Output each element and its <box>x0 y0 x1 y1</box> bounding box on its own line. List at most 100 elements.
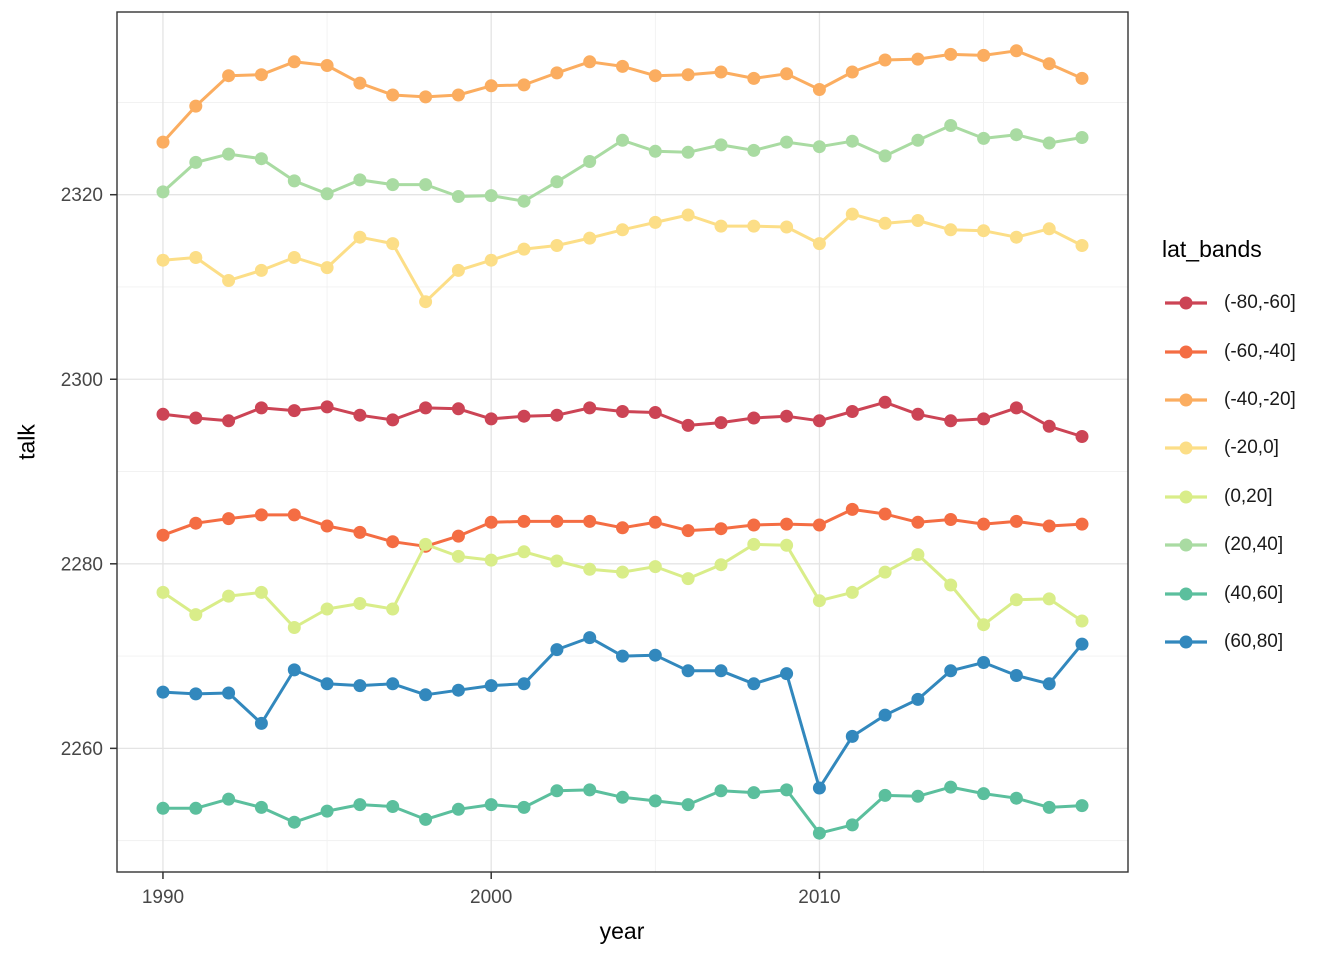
data-point <box>353 597 367 610</box>
legend-key-icon <box>1165 393 1207 407</box>
data-point <box>878 788 892 802</box>
data-point <box>911 515 925 529</box>
data-point <box>189 99 203 113</box>
data-point <box>419 90 433 104</box>
data-point <box>353 230 367 244</box>
data-point <box>287 508 301 522</box>
data-point <box>386 800 400 813</box>
data-point <box>484 553 498 567</box>
data-point <box>419 401 433 415</box>
axis-tick-labels: 1990 2000 2010 2260 2280 2300 2320 <box>61 185 841 908</box>
data-point <box>977 48 991 62</box>
data-point <box>944 513 958 526</box>
data-point <box>648 144 662 158</box>
data-point <box>845 818 859 832</box>
legend-item-label: (-80,-60] <box>1224 292 1296 314</box>
data-point <box>812 237 826 251</box>
data-point <box>1075 517 1089 531</box>
data-point <box>222 274 236 287</box>
data-point <box>254 585 268 599</box>
data-point <box>386 88 400 102</box>
data-point <box>845 502 859 516</box>
data-point <box>878 149 892 163</box>
data-point <box>845 585 859 599</box>
data-point <box>287 621 301 634</box>
data-point <box>353 525 367 539</box>
data-point <box>648 648 662 662</box>
data-point <box>1009 514 1023 528</box>
data-point <box>583 401 597 415</box>
data-point <box>353 408 367 422</box>
data-point <box>222 147 236 161</box>
legend-item-label: (20,40] <box>1224 534 1284 556</box>
data-point <box>780 67 794 81</box>
data-point <box>845 65 859 79</box>
data-point <box>648 69 662 83</box>
data-point <box>714 219 728 233</box>
data-point <box>944 578 958 592</box>
data-point <box>419 812 433 826</box>
data-point <box>681 418 695 432</box>
data-point <box>583 631 597 645</box>
legend-item: (-80,-60] <box>1158 279 1296 327</box>
data-point <box>911 407 925 421</box>
data-point <box>550 784 564 798</box>
data-point <box>353 679 367 693</box>
data-point <box>747 677 761 691</box>
data-point <box>878 395 892 409</box>
legend-key-point <box>1179 345 1193 359</box>
data-point <box>681 68 695 82</box>
data-point <box>189 251 203 264</box>
data-point <box>648 215 662 229</box>
data-point <box>386 602 400 616</box>
data-point <box>845 405 859 418</box>
data-point <box>878 53 892 67</box>
data-point <box>451 402 465 416</box>
legend-key-point <box>1179 490 1193 504</box>
data-point <box>747 71 761 85</box>
y-tick-label: 2260 <box>61 739 103 760</box>
data-point <box>714 65 728 79</box>
data-point <box>878 507 892 521</box>
data-point <box>977 787 991 801</box>
data-point <box>189 516 203 530</box>
data-point <box>681 145 695 159</box>
data-point <box>287 55 301 69</box>
data-point <box>714 784 728 798</box>
data-point <box>977 618 991 632</box>
data-point <box>517 677 531 691</box>
data-point <box>1042 592 1056 606</box>
data-point <box>616 649 629 663</box>
data-point <box>320 400 334 414</box>
data-point <box>878 708 892 722</box>
legend-item: (-40,-20] <box>1158 376 1296 424</box>
data-point <box>254 508 268 522</box>
series-layer <box>156 44 1089 840</box>
legend-key-icon <box>1165 587 1207 601</box>
data-point <box>780 783 794 797</box>
data-point <box>451 263 465 277</box>
series-(60,80] <box>156 631 1089 795</box>
data-point <box>484 679 498 693</box>
data-point <box>977 656 991 669</box>
series-(-60,-40] <box>156 502 1089 553</box>
data-point <box>944 414 958 428</box>
y-tick-label: 2300 <box>61 370 103 391</box>
legend-key-point <box>1179 635 1193 649</box>
data-point <box>681 208 695 222</box>
data-point <box>1042 222 1056 236</box>
data-point <box>977 224 991 238</box>
data-point <box>812 826 826 840</box>
legend-item: (20,40] <box>1158 521 1296 569</box>
data-point <box>189 411 203 425</box>
x-tick-label: 2000 <box>470 887 512 908</box>
data-point <box>189 801 203 815</box>
data-point <box>156 585 170 599</box>
legend-item: (-20,0] <box>1158 424 1296 472</box>
data-point <box>386 535 400 549</box>
data-point <box>353 76 367 90</box>
data-point <box>878 216 892 230</box>
data-point <box>616 790 629 804</box>
data-point <box>517 800 531 814</box>
data-point <box>714 138 728 152</box>
